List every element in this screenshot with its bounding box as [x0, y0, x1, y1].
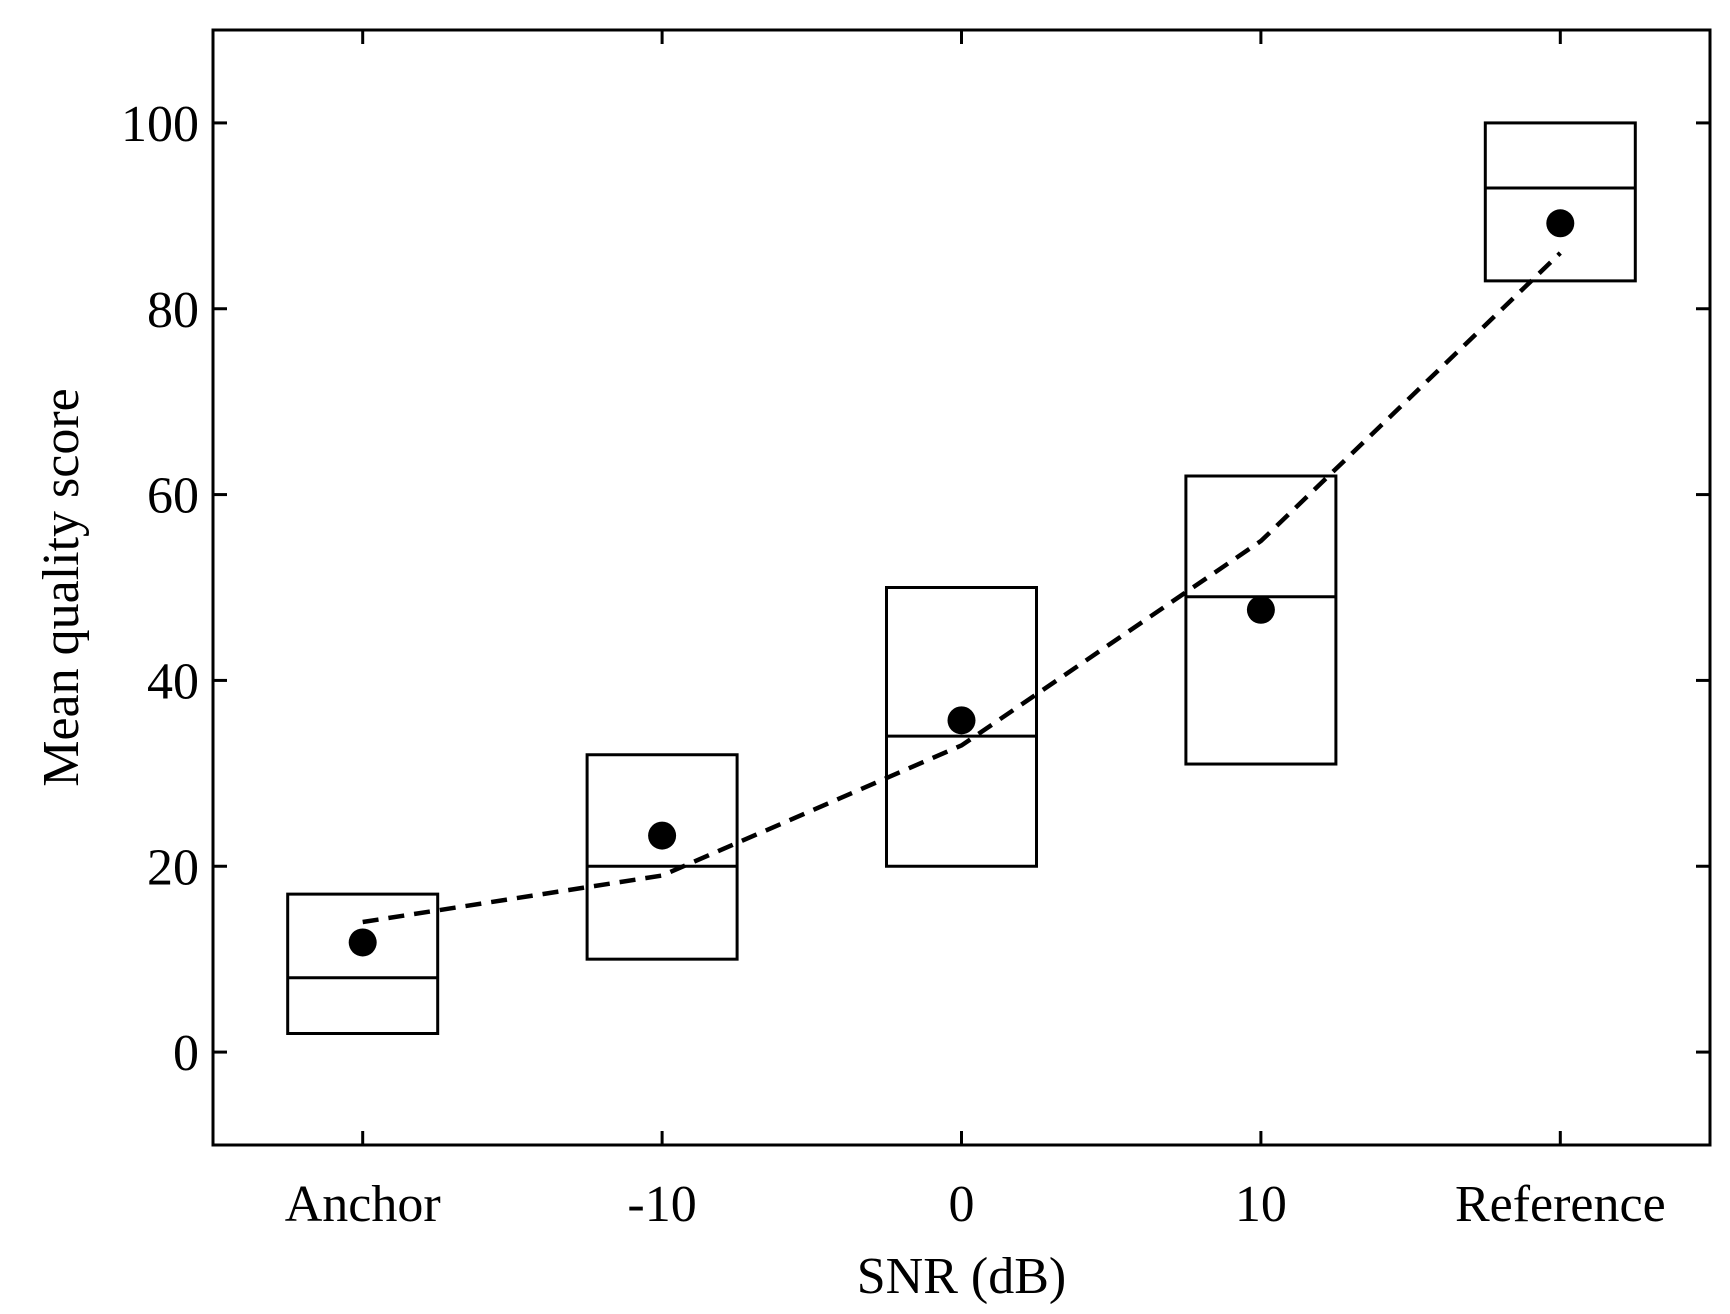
mean-point	[947, 706, 976, 735]
y-tick-label: 80	[147, 282, 199, 339]
mean-point	[1546, 209, 1575, 238]
y-tick-label: 0	[173, 1025, 199, 1082]
y-tick-label: 60	[147, 468, 199, 525]
plot-area: 0 20 40 60 80 100 Anchor -10 0 10 Reference	[121, 28, 1712, 1233]
x-tick-label: 0	[949, 1176, 975, 1233]
y-tick-label: 20	[147, 839, 199, 896]
mean-point	[348, 928, 377, 957]
x-tick-label: Reference	[1455, 1176, 1666, 1233]
x-tick-label: Anchor	[285, 1176, 441, 1233]
x-tick-label: -10	[627, 1176, 696, 1233]
y-tick-label: 40	[147, 653, 199, 710]
y-tick-label: 100	[121, 96, 199, 153]
y-axis-label: Mean quality score	[33, 388, 90, 787]
mean-point	[648, 821, 677, 850]
box	[885, 586, 1038, 868]
box	[1483, 121, 1637, 283]
box	[1184, 474, 1338, 766]
box	[286, 892, 440, 1035]
x-tick-label: 10	[1235, 1176, 1287, 1233]
box	[585, 753, 739, 961]
trend-line	[362, 251, 1562, 925]
mean-point	[1246, 595, 1275, 624]
x-axis-label: SNR (dB)	[857, 1248, 1066, 1305]
